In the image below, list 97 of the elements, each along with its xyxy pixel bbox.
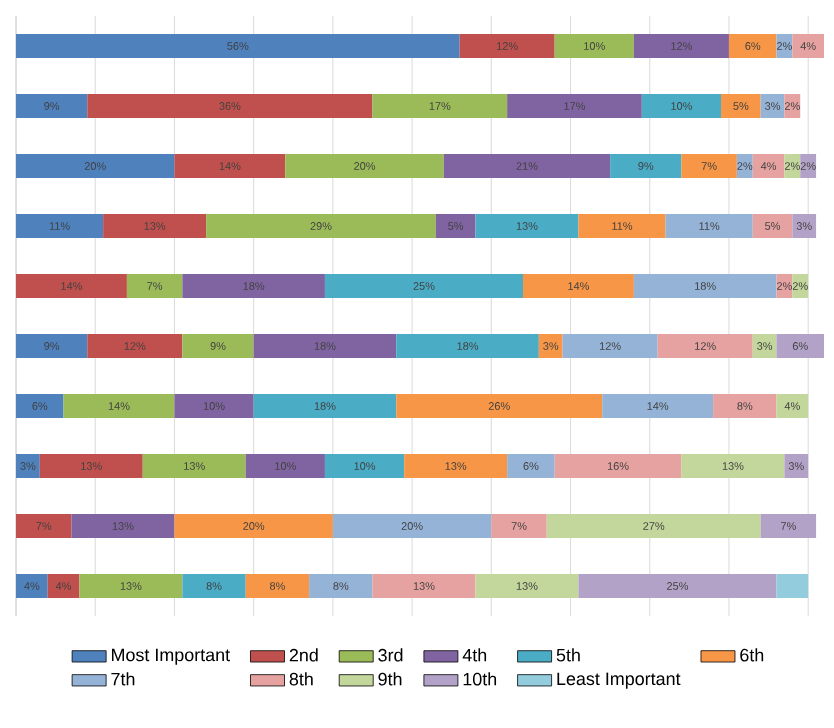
bar <box>760 93 785 118</box>
bar <box>16 394 64 418</box>
bar <box>309 574 373 599</box>
legend-label: 2nd <box>289 648 318 662</box>
legend-label: 3rd <box>378 648 403 662</box>
bar <box>657 333 753 358</box>
bar <box>285 153 444 178</box>
bar <box>752 213 793 238</box>
bar <box>522 273 634 298</box>
bar <box>16 574 48 599</box>
bar <box>79 574 183 599</box>
legend-label: 9th <box>378 672 402 686</box>
bar <box>16 454 40 478</box>
bar <box>554 454 682 478</box>
bar <box>784 93 801 118</box>
legend-label: 10th <box>463 672 497 686</box>
bar <box>554 33 634 58</box>
bar <box>760 514 817 538</box>
bar <box>728 33 777 58</box>
bar <box>792 33 825 58</box>
bar <box>103 213 207 238</box>
legend-label: 4th <box>462 648 487 662</box>
bar <box>87 333 183 358</box>
bar <box>182 333 254 358</box>
legend-label: 7th <box>111 672 135 686</box>
bar <box>182 273 325 298</box>
bar <box>206 213 436 238</box>
bar <box>443 153 611 178</box>
bar <box>776 33 793 58</box>
bar <box>372 574 476 599</box>
bar <box>752 333 777 358</box>
bar <box>792 273 809 298</box>
bar <box>776 273 793 298</box>
bar <box>324 454 405 478</box>
bar <box>16 514 72 538</box>
bar <box>736 153 753 178</box>
bar <box>39 454 143 478</box>
bar <box>475 213 579 238</box>
bar <box>332 514 492 538</box>
bar <box>174 394 254 418</box>
bar <box>784 454 809 478</box>
bar <box>253 333 397 358</box>
bar <box>71 514 175 538</box>
bar <box>253 394 397 418</box>
bar <box>16 93 88 118</box>
bar <box>435 213 476 238</box>
bar <box>87 93 373 118</box>
bar <box>396 394 603 418</box>
bar <box>174 514 333 538</box>
legend-label: 5th <box>556 648 580 662</box>
legend-label: 6th <box>740 648 764 662</box>
bar <box>681 153 737 178</box>
bar <box>475 574 579 599</box>
bar <box>16 213 104 238</box>
bar <box>633 273 777 298</box>
bar <box>245 454 325 478</box>
bar <box>142 454 246 478</box>
bar <box>713 394 777 418</box>
bar <box>16 153 175 178</box>
bar <box>126 273 183 298</box>
bar <box>182 574 246 599</box>
bar <box>174 153 286 178</box>
bar <box>633 33 729 58</box>
bar <box>562 333 658 358</box>
bar <box>776 394 809 418</box>
bar <box>396 333 539 358</box>
bar <box>602 394 714 418</box>
bar <box>507 454 555 478</box>
bar <box>578 574 777 599</box>
bar <box>245 574 310 599</box>
bar <box>507 93 642 118</box>
legend-label: Least Important <box>557 672 681 689</box>
bar <box>324 273 523 298</box>
bar <box>776 574 809 599</box>
bar <box>404 454 508 478</box>
bar <box>47 574 80 599</box>
bar <box>792 213 817 238</box>
bar <box>578 213 666 238</box>
bar <box>610 153 682 178</box>
bar <box>752 153 785 178</box>
bar <box>681 454 785 478</box>
legend-label: 8th <box>289 672 313 686</box>
legend-label: Most Important <box>111 648 230 665</box>
bar <box>16 273 127 298</box>
bar <box>784 153 801 178</box>
bar <box>372 93 508 118</box>
bar <box>63 394 175 418</box>
bar <box>776 333 825 358</box>
bar <box>16 33 460 58</box>
bar <box>641 93 722 118</box>
bar <box>459 33 555 58</box>
bar <box>491 514 547 538</box>
bar <box>546 514 761 538</box>
bar <box>665 213 753 238</box>
bar <box>16 333 88 358</box>
bar <box>721 93 761 118</box>
bar <box>538 333 563 358</box>
